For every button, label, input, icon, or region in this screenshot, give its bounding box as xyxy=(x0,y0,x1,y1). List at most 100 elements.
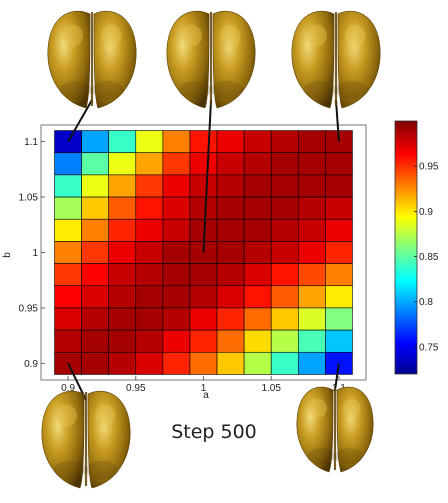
heatmap-cell xyxy=(189,152,218,176)
heatmap-cell xyxy=(108,174,137,198)
x-tick-label: 1 xyxy=(201,383,207,394)
heatmap-cell xyxy=(325,241,353,264)
heatmap-cell xyxy=(270,152,299,176)
heatmap-cell xyxy=(243,152,272,176)
heatmap-cell xyxy=(162,196,191,220)
heatmap-cell xyxy=(270,130,299,154)
heatmap-cell xyxy=(81,263,110,287)
brain-left-hemisphere xyxy=(166,10,210,109)
heatmap-cell xyxy=(243,307,272,331)
heatmap-cell xyxy=(162,218,191,242)
colorbar: 0.75 0.8 0.85 0.9 0.95 xyxy=(394,120,439,375)
heatmap-cell xyxy=(189,196,218,220)
heatmap-cell xyxy=(108,285,137,309)
leader-line xyxy=(202,99,212,253)
heatmap-cell xyxy=(81,351,110,375)
heatmap-cell xyxy=(135,241,164,264)
heatmap-cell xyxy=(189,130,218,154)
heatmap-cell xyxy=(81,307,110,331)
heatmap-cell xyxy=(270,263,299,287)
heatmap-cell xyxy=(216,351,245,375)
leader-line xyxy=(335,99,340,142)
brain-highlight xyxy=(306,24,327,47)
heatmap-cell xyxy=(270,285,299,309)
brain-lobe-shadow xyxy=(86,461,119,479)
heatmap-cell xyxy=(270,307,299,331)
brain-highlight xyxy=(62,24,83,47)
heatmap-cell xyxy=(189,285,218,309)
heatmap-cell xyxy=(243,285,272,309)
heatmap-cell xyxy=(135,152,164,176)
heatmap-cell xyxy=(162,307,191,331)
heatmap-cell xyxy=(54,218,82,242)
heatmap-cell xyxy=(189,174,218,198)
brain-rendering-bottom-right xyxy=(296,386,374,473)
brain-rendering-top-right xyxy=(291,10,381,109)
brain-right-hemisphere xyxy=(336,386,374,473)
heatmap-cell xyxy=(54,152,82,176)
heatmap-cell xyxy=(216,307,245,331)
heatmap-cell xyxy=(270,196,299,220)
heatmap-cell xyxy=(325,263,353,287)
heatmap-cell xyxy=(243,196,272,220)
brain-lobe-shadow xyxy=(303,81,336,99)
x-tick-label: 1.1 xyxy=(332,383,346,394)
heatmap-cell xyxy=(270,329,299,353)
heatmap-cell xyxy=(325,218,353,242)
heatmap-cell xyxy=(162,152,191,176)
heatmap-cell xyxy=(216,285,245,309)
heatmap-cell xyxy=(108,130,137,154)
heatmap-cell xyxy=(54,329,82,353)
brain-left-hemisphere xyxy=(291,10,335,109)
heatmap-cell xyxy=(81,218,110,242)
heatmap-cell xyxy=(189,351,218,375)
heatmap-cell xyxy=(54,196,82,220)
brain-highlight xyxy=(56,404,77,427)
brain-left-hemisphere xyxy=(296,386,334,473)
brain-rendering-bottom-left xyxy=(41,390,131,489)
colorbar-gradient xyxy=(394,120,418,375)
brain-right-hemisphere xyxy=(93,10,137,109)
heatmap-cell xyxy=(216,218,245,242)
heatmap-cell xyxy=(135,285,164,309)
heatmap-cell xyxy=(325,174,353,198)
heatmap-cell xyxy=(297,263,326,287)
heatmap-cell xyxy=(297,218,326,242)
heatmap-cell xyxy=(297,130,326,154)
brain-highlight xyxy=(343,398,361,418)
heatmap-cell xyxy=(216,174,245,198)
heatmap-cell xyxy=(270,218,299,242)
x-tick-label: 0.95 xyxy=(126,383,146,394)
brain-lobe-shadow xyxy=(336,81,369,99)
heatmap-cell xyxy=(135,218,164,242)
heatmap-cell xyxy=(243,218,272,242)
colorbar-tick-label: 0.95 xyxy=(419,162,439,173)
brain-left-hemisphere xyxy=(47,10,91,109)
x-axis-ticks: 0.9 0.95 1 1.05 1.1 xyxy=(61,376,346,394)
colorbar-tick-label: 0.85 xyxy=(419,252,439,263)
heatmap-cell xyxy=(270,351,299,375)
y-tick-label: 1.05 xyxy=(19,193,39,204)
brain-highlight xyxy=(95,404,116,427)
heatmap-cell xyxy=(108,152,137,176)
leader-line xyxy=(67,99,93,143)
step-label: Step 500 xyxy=(171,421,257,443)
heatmap-cell xyxy=(243,329,272,353)
heatmap-cell xyxy=(135,307,164,331)
brain-left-hemisphere xyxy=(41,390,85,489)
heatmap-cell xyxy=(270,174,299,198)
heatmap-cell xyxy=(243,241,272,264)
heatmap-cell xyxy=(81,174,110,198)
heatmap-cell xyxy=(54,174,82,198)
heatmap-cell xyxy=(108,307,137,331)
brain-lobe-shadow xyxy=(59,81,92,99)
brain-right-hemisphere xyxy=(337,10,381,109)
heatmap-cell xyxy=(81,241,110,264)
heatmap-cell xyxy=(135,329,164,353)
heatmap-cell xyxy=(54,263,82,287)
heatmap-cell xyxy=(81,130,110,154)
brain-lobe-shadow xyxy=(178,81,211,99)
brain-highlight xyxy=(181,24,202,47)
heatmap-cell xyxy=(297,174,326,198)
heatmap-cell xyxy=(297,285,326,309)
